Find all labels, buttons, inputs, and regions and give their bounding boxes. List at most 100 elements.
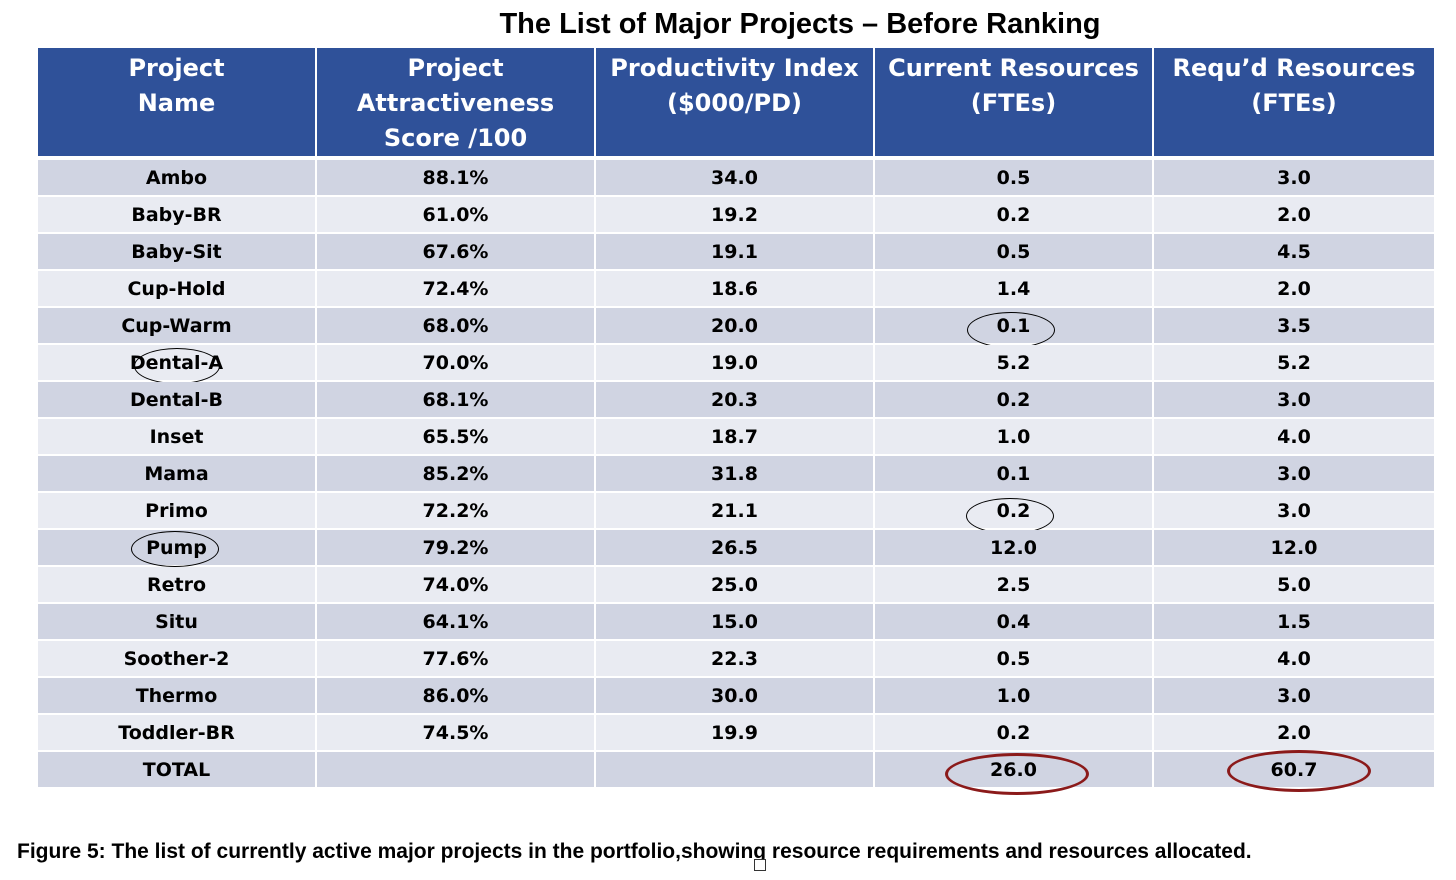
current-resources-value: 0.2	[996, 499, 1031, 522]
project-name-value: Dental-A	[129, 351, 224, 374]
required-resources-cell: 5.2	[1153, 344, 1434, 382]
project-name-value: Pump	[146, 536, 207, 559]
project-name-cell: Dental-A	[38, 344, 317, 384]
header-productivity: Productivity Index ($000/PD)	[595, 48, 875, 156]
current-resources-cell: 0.1	[874, 307, 1154, 348]
project-name-cell: Pump	[38, 529, 317, 567]
attractiveness-cell: 67.6%	[316, 233, 596, 271]
attractiveness-cell: 64.1%	[316, 603, 596, 641]
table-row: Cup-Warm 68.0% 20.0 0.1 3.5	[38, 307, 1434, 348]
total-cell	[595, 751, 875, 789]
required-resources-value: 2.0	[1277, 721, 1311, 744]
current-resources-value: 1.0	[996, 425, 1031, 448]
required-resources-value: 12.0	[1270, 536, 1318, 559]
required-resources-value: 2.0	[1277, 203, 1311, 226]
required-resources-cell: 4.0	[1153, 640, 1434, 678]
productivity-value: 15.0	[711, 610, 758, 633]
productivity-cell: 21.1	[595, 492, 875, 530]
table-row: Primo 72.2% 21.1 0.2 3.0	[38, 492, 1434, 534]
table-row: Cup-Hold 72.4% 18.6 1.4 2.0	[38, 270, 1434, 308]
required-resources-cell: 3.0	[1153, 160, 1434, 197]
current-resources-cell: 1.4	[874, 270, 1154, 308]
current-resources-value: 0.4	[996, 610, 1031, 633]
current-resources-value: 2.5	[996, 573, 1031, 596]
table-row: Mama 85.2% 31.8 0.1 3.0	[38, 455, 1434, 493]
project-name-value: Retro	[146, 573, 207, 596]
current-resources-cell: 0.2	[874, 714, 1154, 752]
table-header-row: Project Name Project Attractiveness Score …	[38, 48, 1434, 156]
productivity-value: 19.1	[711, 240, 758, 263]
current-resources-value: 0.5	[996, 166, 1031, 189]
productivity-cell: 25.0	[595, 566, 875, 604]
productivity-value: 19.9	[711, 721, 758, 744]
attractiveness-value: 68.0%	[422, 314, 489, 337]
attractiveness-value: 88.1%	[422, 166, 489, 189]
current-resources-cell: 0.5	[874, 233, 1154, 271]
anchor-handle	[754, 859, 766, 871]
attractiveness-cell: 79.2%	[316, 529, 596, 567]
productivity-value: 20.3	[711, 388, 758, 411]
page-title: The List of Major Projects – Before Rank…	[499, 8, 1101, 40]
productivity-value: 31.8	[711, 462, 758, 485]
required-resources-value: 4.0	[1277, 647, 1311, 670]
productivity-value: 20.0	[711, 314, 758, 337]
project-name-cell: Toddler-BR	[38, 714, 317, 752]
project-name-value: Soother-2	[123, 647, 230, 670]
attractiveness-value: 65.5%	[422, 425, 489, 448]
project-name-value: Thermo	[135, 684, 218, 707]
current-resources-value: 0.2	[996, 203, 1031, 226]
attractiveness-value: 64.1%	[422, 610, 489, 633]
productivity-value: 19.0	[711, 351, 758, 374]
attractiveness-value: 70.0%	[422, 351, 489, 374]
figure-caption: Figure 5: The list of currently active m…	[17, 840, 1252, 863]
project-name-cell: Baby-Sit	[38, 233, 317, 271]
current-resources-value: 0.5	[996, 240, 1031, 263]
project-name-cell: Thermo	[38, 677, 317, 715]
productivity-value: 21.1	[711, 499, 758, 522]
project-name-value: Situ	[155, 610, 198, 633]
table-row: Baby-BR 61.0% 19.2 0.2 2.0	[38, 196, 1434, 234]
current-resources-value: 1.0	[996, 684, 1031, 707]
productivity-cell: 19.0	[595, 344, 875, 382]
attractiveness-value: 74.0%	[422, 573, 489, 596]
project-name-value: Ambo	[145, 166, 208, 189]
table-row: Baby-Sit 67.6% 19.1 0.5 4.5	[38, 233, 1434, 271]
current-resources-cell: 1.0	[874, 418, 1154, 456]
required-resources-cell: 3.0	[1153, 677, 1434, 715]
attractiveness-cell: 74.0%	[316, 566, 596, 604]
projects-table: Project Name Project Attractiveness Score …	[38, 48, 1434, 795]
current-resources-value: 0.2	[996, 388, 1031, 411]
required-resources-value: 3.0	[1277, 388, 1311, 411]
attractiveness-cell: 65.5%	[316, 418, 596, 456]
required-resources-cell: 3.5	[1153, 307, 1434, 345]
project-name-value: Inset	[149, 425, 204, 448]
current-resources-cell: 0.2	[874, 196, 1154, 234]
project-name-cell: Baby-BR	[38, 196, 317, 234]
required-resources-cell: 5.0	[1153, 566, 1434, 604]
projects-table-container: Project Name Project Attractiveness Score …	[38, 48, 1434, 795]
required-resources-cell: 3.0	[1153, 492, 1434, 530]
project-name-value: Baby-BR	[131, 203, 222, 226]
required-resources-cell: 2.0	[1153, 196, 1434, 234]
attractiveness-cell: 61.0%	[316, 196, 596, 234]
table-row: Soother-2 77.6% 22.3 0.5 4.0	[38, 640, 1434, 678]
attractiveness-value: 67.6%	[422, 240, 489, 263]
current-resources-cell: 0.4	[874, 603, 1154, 641]
attractiveness-value: 74.5%	[422, 721, 489, 744]
project-name-cell: Retro	[38, 566, 317, 604]
project-name-value: Primo	[145, 499, 208, 522]
attractiveness-cell: 68.0%	[316, 307, 596, 345]
project-name-cell: Mama	[38, 455, 317, 493]
productivity-cell: 20.3	[595, 381, 875, 419]
table-row: Dental-B 68.1% 20.3 0.2 3.0	[38, 381, 1434, 419]
productivity-cell: 19.1	[595, 233, 875, 271]
current-resources-value: 0.1	[996, 314, 1031, 337]
header-attractiveness: Project Attractiveness Score /100	[316, 48, 596, 156]
attractiveness-cell: 72.2%	[316, 492, 596, 530]
attractiveness-cell: 86.0%	[316, 677, 596, 715]
productivity-value: 26.5	[711, 536, 758, 559]
required-resources-cell: 2.0	[1153, 714, 1434, 752]
attractiveness-value: 72.4%	[422, 277, 489, 300]
productivity-cell: 19.2	[595, 196, 875, 234]
table-row: Toddler-BR 74.5% 19.9 0.2 2.0	[38, 714, 1434, 752]
